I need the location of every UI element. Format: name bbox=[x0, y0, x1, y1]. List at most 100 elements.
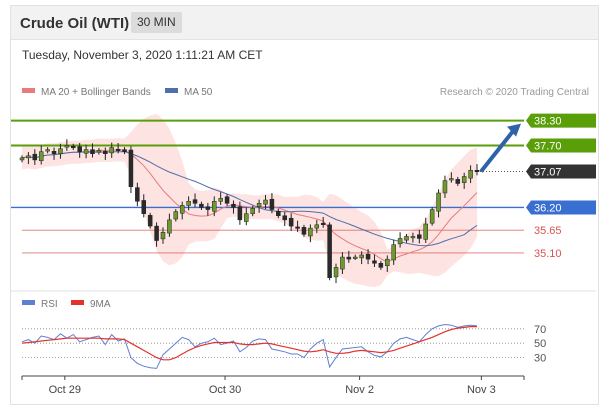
candle-body bbox=[295, 226, 300, 229]
bollinger-band bbox=[22, 113, 477, 287]
candle bbox=[263, 195, 268, 210]
ma9-line bbox=[21, 326, 477, 361]
rsi-panel: 70 50 30 bbox=[21, 323, 546, 369]
candle-body bbox=[455, 179, 461, 184]
candle bbox=[19, 155, 25, 163]
level-label-5: 35.10 bbox=[534, 248, 562, 260]
candle bbox=[276, 208, 281, 219]
candle-body bbox=[359, 254, 364, 259]
candle bbox=[199, 201, 204, 210]
candle bbox=[340, 252, 345, 275]
candle-body bbox=[404, 236, 409, 241]
candle bbox=[352, 254, 358, 260]
candle bbox=[269, 193, 275, 214]
candle bbox=[179, 201, 185, 220]
candle-body bbox=[327, 224, 332, 278]
ma50-legend-label: MA 50 bbox=[184, 87, 213, 98]
candle-body bbox=[301, 227, 307, 235]
candle-body bbox=[77, 146, 82, 152]
candle bbox=[397, 232, 403, 248]
candle-body bbox=[385, 258, 390, 266]
candle bbox=[417, 229, 422, 244]
candle-body bbox=[167, 219, 172, 234]
level-badge-3 bbox=[526, 200, 596, 215]
candle-body bbox=[90, 149, 95, 154]
candle-body bbox=[231, 203, 236, 208]
forecast-arrow-head bbox=[507, 123, 521, 137]
candle bbox=[205, 202, 211, 216]
candle-body bbox=[237, 206, 243, 221]
candle bbox=[288, 213, 294, 232]
candle bbox=[32, 149, 38, 165]
candle-body bbox=[71, 146, 76, 149]
candle bbox=[455, 176, 461, 186]
rsi-legend-swatch bbox=[22, 300, 35, 305]
candle-body bbox=[128, 149, 134, 188]
candle-body bbox=[429, 209, 435, 224]
rsi-tick-label: 30 bbox=[534, 353, 546, 365]
candle bbox=[147, 212, 153, 229]
candle-body bbox=[397, 238, 403, 245]
candle bbox=[250, 205, 255, 217]
candle bbox=[474, 164, 480, 176]
candle bbox=[128, 146, 134, 193]
candle-body bbox=[276, 210, 281, 216]
candle bbox=[461, 172, 467, 189]
candle bbox=[224, 194, 230, 206]
candle bbox=[122, 147, 127, 155]
candle-body bbox=[26, 155, 31, 159]
candle-body bbox=[340, 256, 345, 270]
candle-body bbox=[391, 244, 396, 261]
candle bbox=[96, 147, 102, 155]
candle-body bbox=[288, 217, 294, 227]
candle bbox=[231, 200, 236, 214]
candle bbox=[45, 147, 50, 154]
candle bbox=[333, 263, 339, 284]
candle-body bbox=[38, 151, 44, 162]
ma20-legend-label: MA 20 + Bollinger Bands bbox=[41, 87, 151, 98]
candle-body bbox=[51, 151, 57, 154]
candle-body bbox=[154, 225, 159, 241]
forecast-arrow-shaft bbox=[479, 127, 517, 173]
candle bbox=[442, 175, 448, 198]
candle bbox=[365, 249, 371, 265]
candle-body bbox=[417, 234, 422, 239]
candle bbox=[449, 172, 454, 183]
timeframe-badge[interactable]: 30 MIN bbox=[131, 12, 182, 33]
candle bbox=[218, 192, 223, 205]
level-labels: 38.30 37.70 37.07 36.20 35.65 35.10 bbox=[526, 113, 596, 260]
candle-body bbox=[205, 206, 211, 210]
copyright-text: Research © 2020 Trading Central bbox=[440, 87, 589, 98]
candle-body bbox=[160, 232, 166, 240]
candle-body bbox=[212, 201, 217, 212]
candle-body bbox=[410, 236, 416, 239]
forecast-arrow bbox=[479, 123, 521, 173]
candle bbox=[38, 145, 44, 165]
candle-body bbox=[32, 153, 38, 161]
candle-body bbox=[333, 267, 339, 278]
candle-body bbox=[192, 199, 198, 204]
candle bbox=[314, 219, 320, 234]
candle bbox=[429, 207, 435, 226]
candle bbox=[237, 201, 243, 225]
rsi-line bbox=[21, 323, 478, 369]
rsi-tick-label: 70 bbox=[534, 324, 546, 336]
chart-header: Crude Oil (WTI) 30 MIN bbox=[11, 6, 598, 40]
level-label-1: 37.70 bbox=[534, 140, 562, 152]
candle-body bbox=[96, 150, 102, 153]
candle-body bbox=[365, 253, 371, 260]
level-label-2: 37.07 bbox=[534, 167, 562, 179]
x-tick-label: Oct 30 bbox=[209, 384, 241, 396]
candle bbox=[90, 143, 95, 158]
candle-body bbox=[103, 151, 108, 154]
candle bbox=[192, 193, 198, 208]
candle bbox=[77, 142, 82, 158]
candle bbox=[301, 224, 307, 237]
candle bbox=[186, 196, 191, 211]
candle-body bbox=[109, 147, 114, 154]
candle bbox=[103, 147, 108, 160]
candle-body bbox=[173, 211, 179, 220]
x-tick-label: Oct 29 bbox=[49, 384, 81, 396]
candle bbox=[346, 250, 352, 263]
candle-body bbox=[378, 263, 384, 268]
